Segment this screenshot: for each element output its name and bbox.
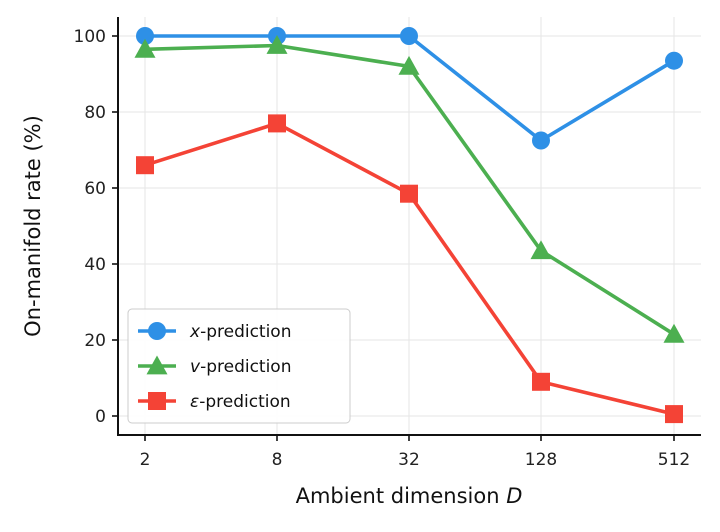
data-point [136, 156, 154, 175]
x-tick-label: 2 [140, 450, 151, 470]
data-point [398, 55, 420, 75]
x-tick-label: 32 [398, 450, 420, 470]
x-ticks: 2 8 32 128 512 [140, 435, 690, 470]
y-tick-label: 100 [74, 27, 106, 47]
x-tick-label: 128 [525, 450, 557, 470]
x-tick-label: 8 [272, 450, 283, 470]
x-axis-title: Ambient dimension D [296, 484, 523, 508]
data-point [266, 35, 288, 54]
y-tick-label: 40 [84, 255, 106, 275]
data-point [665, 51, 683, 70]
legend-box [127, 308, 351, 424]
data-point [268, 114, 286, 133]
data-point [400, 27, 418, 45]
y-ticks: 0 20 40 60 80 100 [74, 27, 118, 427]
data-point [400, 184, 418, 203]
legend-label-text: -prediction [200, 357, 291, 377]
legend-label-variable: x [189, 322, 201, 342]
legend-label: ε-prediction [190, 392, 291, 412]
x-tick-label: 512 [658, 450, 690, 470]
data-point [134, 38, 156, 58]
data-point [665, 405, 683, 424]
legend-label-text: -prediction [200, 322, 291, 342]
data-point [136, 27, 154, 45]
legend-marker [146, 355, 168, 375]
legend-label-text: -prediction [199, 392, 290, 412]
legend-marker [148, 392, 166, 410]
x-axis-title-variable: D [506, 484, 522, 508]
legend-label: x-prediction [189, 322, 292, 342]
data-point [530, 240, 552, 260]
y-tick-label: 60 [84, 179, 106, 199]
series-markers [134, 27, 685, 424]
y-tick-label: 80 [84, 103, 106, 123]
data-point [532, 372, 550, 391]
data-point [532, 131, 550, 150]
legend-label-variable: ε [190, 392, 199, 412]
legend-label-variable: v [190, 357, 201, 377]
x-axis-title-text: Ambient dimension [296, 484, 507, 508]
y-tick-label: 0 [95, 407, 106, 427]
y-tick-label: 20 [84, 331, 106, 351]
data-point [663, 323, 685, 343]
legend-marker [148, 322, 166, 340]
legend-label: v-prediction [190, 357, 292, 377]
y-axis-title: On-manifold rate (%) [21, 115, 45, 337]
